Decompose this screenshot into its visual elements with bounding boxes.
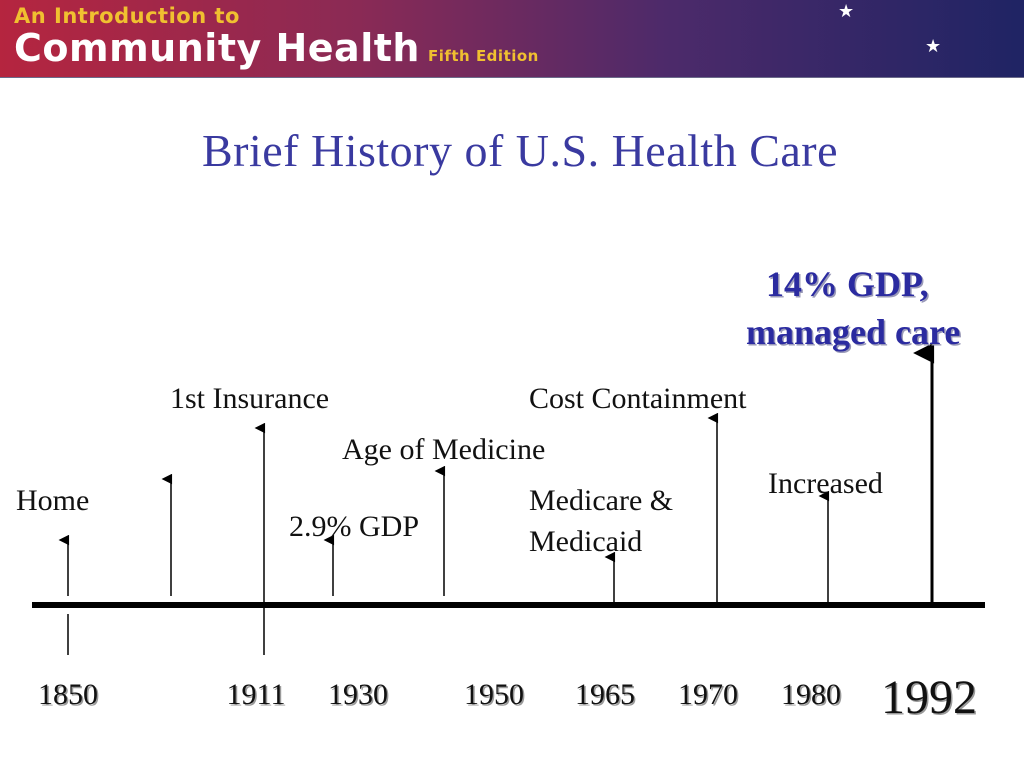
slide-title: Brief History of U.S. Health Care — [201, 125, 839, 176]
event-increased: Increased — [768, 467, 883, 500]
year-label-highlight: 1992 — [881, 671, 977, 724]
year-label: 1950 — [464, 678, 524, 711]
star-icon: ★ — [925, 36, 942, 57]
year-label: 1930 — [328, 678, 388, 711]
event-gdp-29: 2.9% GDP — [289, 510, 420, 543]
banner-edition: Fifth Edition — [427, 47, 539, 65]
year-label: 1911 — [226, 678, 286, 711]
banner-title: Community Health Fifth Edition — [14, 26, 539, 70]
event-home: Home — [16, 484, 90, 517]
year-label: 1850 — [38, 678, 98, 711]
event-age-of-medicine: Age of Medicine — [342, 433, 546, 466]
event-medicare-line2: Medicaid — [529, 525, 643, 558]
banner-subtitle: An Introduction to — [14, 4, 240, 28]
event-managed-care: managed care — [746, 312, 961, 352]
year-label: 1970 — [678, 678, 738, 711]
header-banner: An Introduction to Community Health Fifth… — [0, 0, 1024, 78]
star-icon: ★ — [838, 1, 855, 22]
banner-title-text: Community Health — [14, 26, 420, 70]
event-medicare-line1: Medicare & — [529, 484, 674, 517]
event-cost-containment: Cost Containment — [529, 382, 747, 415]
year-label: 1980 — [781, 678, 841, 711]
year-label: 1965 — [575, 678, 635, 711]
event-first-insurance: 1st Insurance — [170, 382, 330, 415]
event-gdp-14: 14% GDP, — [766, 264, 929, 304]
